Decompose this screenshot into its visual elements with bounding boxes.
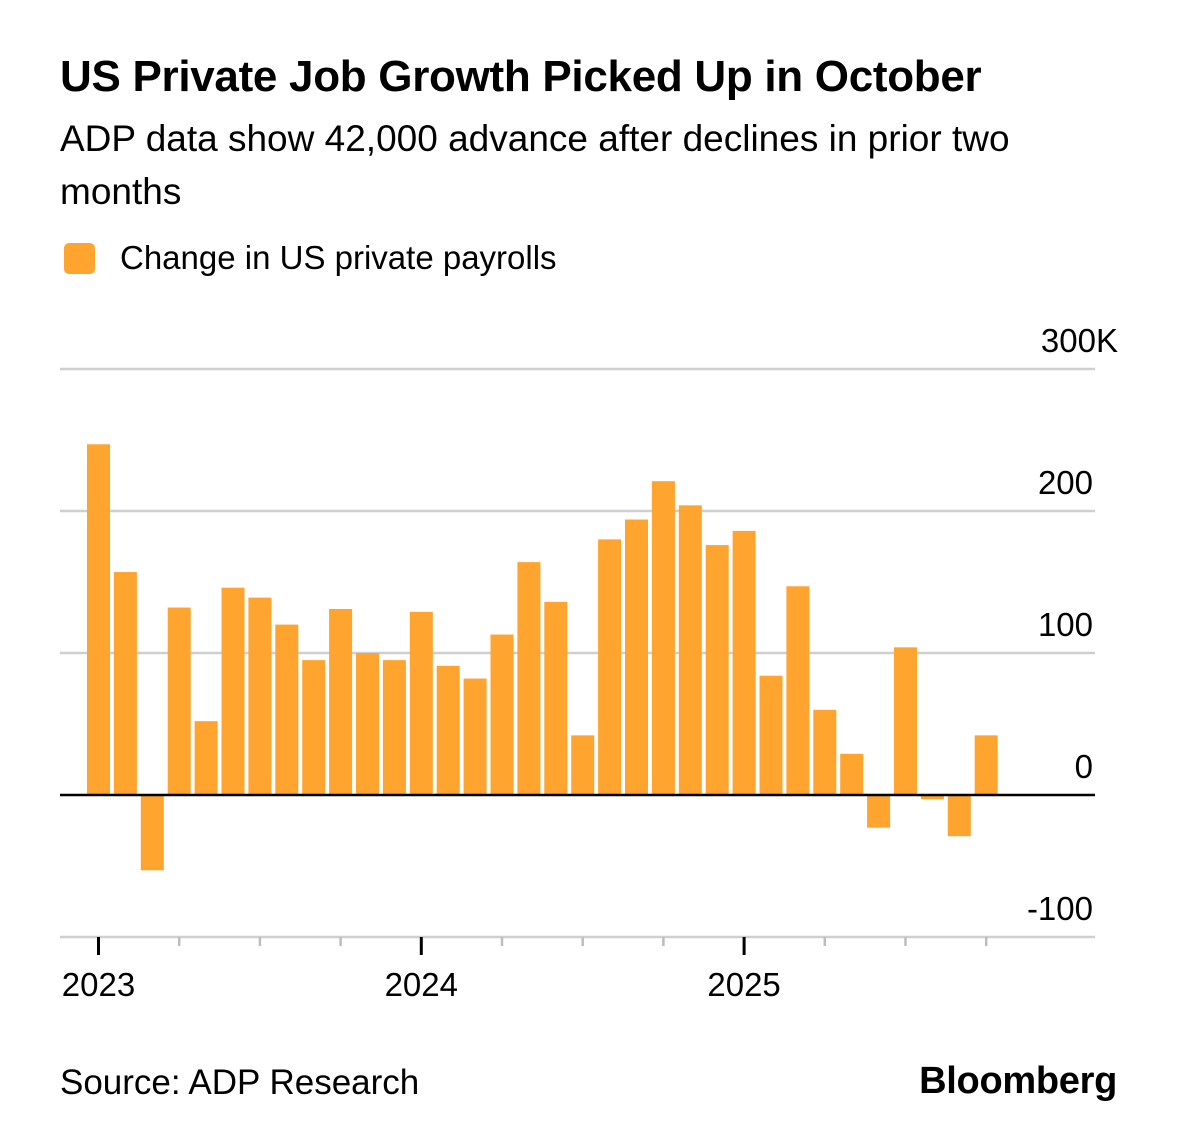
- bar-jan-2025: [732, 530, 756, 795]
- bar-may-2023: [194, 721, 218, 795]
- bar-feb-2024: [436, 665, 460, 795]
- bar-may-2024: [517, 562, 541, 795]
- bar-jul-2025: [894, 647, 917, 795]
- y-tick-label: 0: [1075, 748, 1093, 785]
- bar-chart: -100 0 100 200 300K 2023 2024 2025: [60, 322, 1118, 1003]
- y-tick-label: -100: [1027, 890, 1093, 927]
- bar-jun-2024: [544, 601, 568, 795]
- bar-jan-2023: [87, 444, 110, 795]
- bar-oct-2023: [329, 608, 353, 795]
- y-tick-label: 100: [1038, 606, 1093, 643]
- bar-jul-2023: [248, 597, 272, 795]
- bar-jun-2025: [867, 795, 891, 828]
- bar-apr-2023: [167, 607, 191, 795]
- bar-jun-2023: [221, 587, 245, 795]
- bar-aug-2025: [920, 795, 944, 800]
- legend-label: Change in US private payrolls: [120, 239, 557, 276]
- bar-mar-2024: [463, 678, 487, 795]
- chart-title: US Private Job Growth Picked Up in Octob…: [60, 52, 982, 101]
- x-tick-label: 2025: [707, 966, 780, 1003]
- bar-aug-2024: [598, 539, 622, 795]
- bar-aug-2023: [275, 624, 299, 795]
- x-tick-labels: 2023 2024 2025: [62, 966, 781, 1003]
- legend-swatch: [64, 242, 95, 274]
- bar-jan-2024: [409, 611, 433, 795]
- bar-may-2025: [840, 753, 864, 795]
- bar-sep-2023: [302, 660, 326, 795]
- bar-oct-2025: [974, 735, 998, 795]
- bar-apr-2024: [490, 634, 514, 795]
- bar-nov-2024: [678, 505, 702, 795]
- bar-sep-2025: [947, 795, 971, 837]
- bar-feb-2023: [113, 572, 137, 795]
- chart-subtitle: ADP data show 42,000 advance after decli…: [60, 118, 1010, 212]
- bar-jul-2024: [571, 735, 595, 795]
- legend: Change in US private payrolls: [64, 238, 557, 278]
- x-tick-label: 2023: [62, 966, 135, 1003]
- x-tick-label: 2024: [385, 966, 458, 1003]
- bar-dec-2023: [382, 660, 406, 795]
- bar-oct-2024: [651, 481, 675, 795]
- bar-apr-2025: [813, 709, 837, 795]
- y-tick-label: 200: [1038, 464, 1093, 501]
- bar-mar-2023: [140, 795, 164, 871]
- bloomberg-logo: Bloomberg: [919, 1060, 1117, 1102]
- bar-mar-2025: [786, 586, 810, 795]
- y-tick-label: 300K: [1041, 322, 1118, 359]
- y-tick-labels: -100 0 100 200 300K: [1027, 322, 1118, 927]
- bar-sep-2024: [625, 519, 648, 795]
- bars: [87, 444, 998, 871]
- axes: [60, 793, 1095, 955]
- bar-feb-2025: [759, 675, 783, 795]
- source-note: Source: ADP Research: [60, 1063, 420, 1102]
- bar-dec-2024: [705, 545, 729, 795]
- bar-nov-2023: [356, 653, 379, 795]
- gridlines: [60, 367, 1095, 939]
